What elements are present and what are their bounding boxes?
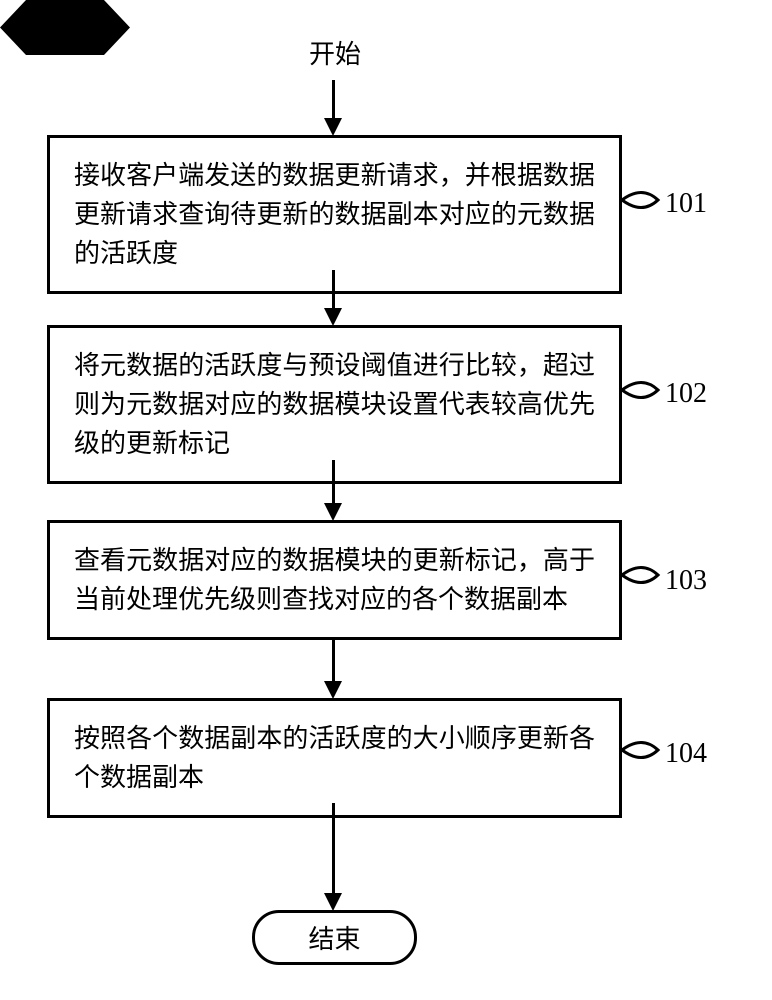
arrow-104-end <box>332 803 335 895</box>
arrowhead-101-102 <box>324 308 342 326</box>
flowchart-container: 开始 接收客户端发送的数据更新请求，并根据数据更新请求查询待更新的数据副本对应的… <box>0 0 772 1000</box>
arrow-103-104 <box>332 637 335 683</box>
arrowhead-start-101 <box>324 118 342 136</box>
step-label-103: 103 <box>665 565 707 597</box>
step-label-104: 104 <box>665 738 707 770</box>
terminal-end-label: 结束 <box>308 919 360 956</box>
connector-104 <box>622 735 662 765</box>
connector-101 <box>622 185 662 215</box>
terminal-end: 结束 <box>252 910 417 965</box>
arrowhead-104-end <box>324 893 342 911</box>
terminal-start-label: 开始 <box>309 34 361 71</box>
step-103-text: 查看元数据对应的数据模块的更新标记，高于当前处理优先级则查找对应的各个数据副本 <box>74 546 595 614</box>
arrowhead-103-104 <box>324 681 342 699</box>
arrowhead-102-103 <box>324 503 342 521</box>
process-step-104: 按照各个数据副本的活跃度的大小顺序更新各个数据副本 <box>47 698 622 818</box>
process-step-103: 查看元数据对应的数据模块的更新标记，高于当前处理优先级则查找对应的各个数据副本 <box>47 520 622 640</box>
step-101-text: 接收客户端发送的数据更新请求，并根据数据更新请求查询待更新的数据副本对应的元数据… <box>74 161 595 268</box>
arrow-102-103 <box>332 460 335 505</box>
step-label-101: 101 <box>665 188 707 220</box>
arrow-start-101 <box>332 80 335 120</box>
terminal-start: 开始 <box>273 28 397 77</box>
step-102-text: 将元数据的活跃度与预设阈值进行比较，超过则为元数据对应的数据模块设置代表较高优先… <box>74 351 595 458</box>
connector-103 <box>622 560 662 590</box>
arrow-101-102 <box>332 270 335 310</box>
terminal-start-bg <box>0 0 130 55</box>
step-104-text: 按照各个数据副本的活跃度的大小顺序更新各个数据副本 <box>74 724 595 792</box>
step-label-102: 102 <box>665 378 707 410</box>
connector-102 <box>622 375 662 405</box>
